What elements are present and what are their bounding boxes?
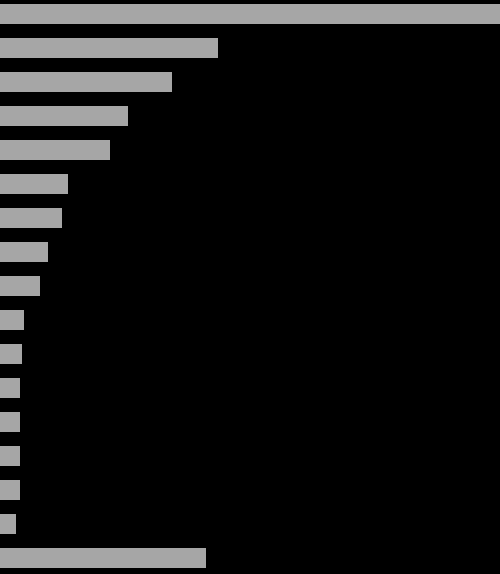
- bar-11: [0, 378, 20, 398]
- bar-4: [0, 140, 110, 160]
- bar-16: [0, 548, 206, 568]
- bar-10: [0, 344, 22, 364]
- bar-14: [0, 480, 20, 500]
- horizontal-bar-chart: [0, 0, 500, 574]
- bar-0: [0, 4, 500, 24]
- bar-5: [0, 174, 68, 194]
- bar-1: [0, 38, 218, 58]
- bar-2: [0, 72, 172, 92]
- bar-8: [0, 276, 40, 296]
- bar-15: [0, 514, 16, 534]
- bar-6: [0, 208, 62, 228]
- bar-12: [0, 412, 20, 432]
- bar-9: [0, 310, 24, 330]
- bar-13: [0, 446, 20, 466]
- bar-7: [0, 242, 48, 262]
- bar-3: [0, 106, 128, 126]
